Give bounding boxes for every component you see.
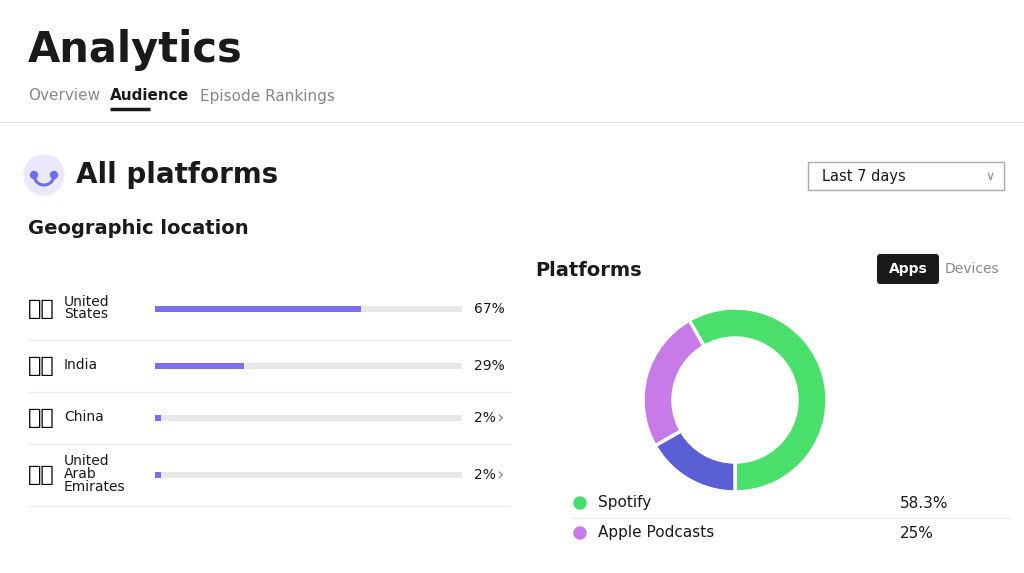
Wedge shape [689, 308, 827, 492]
Text: India: India [63, 358, 98, 372]
Circle shape [574, 497, 586, 509]
Bar [155, 306, 462, 312]
Circle shape [24, 155, 63, 195]
Bar [155, 415, 161, 421]
Bar [155, 415, 462, 421]
Text: Arab: Arab [63, 467, 96, 481]
Bar [155, 363, 244, 369]
Text: China: China [63, 410, 103, 424]
Text: 67%: 67% [474, 302, 505, 316]
Text: 🇺🇸: 🇺🇸 [28, 299, 54, 319]
Text: Platforms: Platforms [535, 261, 642, 280]
Text: Apps: Apps [889, 262, 928, 276]
Text: Last 7 days: Last 7 days [822, 168, 906, 183]
Text: ›: › [497, 357, 504, 375]
Text: Spotify: Spotify [598, 496, 651, 511]
Text: 🇮🇳: 🇮🇳 [28, 356, 54, 376]
Bar [155, 363, 462, 369]
Text: 🇨🇳: 🇨🇳 [28, 408, 54, 428]
Text: United: United [63, 295, 110, 308]
Text: States: States [63, 308, 108, 321]
Text: ∨: ∨ [985, 170, 994, 182]
Text: Emirates: Emirates [63, 480, 126, 494]
Bar [155, 306, 360, 312]
Text: 🇦🇪: 🇦🇪 [28, 465, 54, 485]
Text: Audience: Audience [110, 88, 189, 104]
Text: Episode Rankings: Episode Rankings [200, 88, 335, 104]
Text: 25%: 25% [900, 525, 934, 540]
Text: Devices: Devices [945, 262, 999, 276]
Bar [155, 472, 462, 478]
Text: 29%: 29% [474, 359, 505, 373]
Text: Overview: Overview [28, 88, 100, 104]
Wedge shape [655, 431, 735, 492]
Text: All platforms: All platforms [76, 161, 279, 189]
Text: 2%: 2% [474, 468, 496, 482]
Circle shape [574, 527, 586, 539]
Wedge shape [643, 320, 705, 446]
Text: ›: › [497, 409, 504, 427]
Text: Geographic location: Geographic location [28, 218, 249, 237]
Text: United: United [63, 454, 110, 468]
Text: Apple Podcasts: Apple Podcasts [598, 525, 715, 540]
Text: 58.3%: 58.3% [900, 496, 948, 511]
Text: ›: › [497, 466, 504, 484]
FancyBboxPatch shape [808, 162, 1004, 190]
Text: ›: › [497, 300, 504, 318]
Circle shape [50, 171, 57, 179]
Text: Analytics: Analytics [28, 29, 243, 71]
Bar [155, 472, 161, 478]
FancyBboxPatch shape [877, 254, 939, 284]
Text: 2%: 2% [474, 411, 496, 425]
Circle shape [31, 171, 38, 179]
